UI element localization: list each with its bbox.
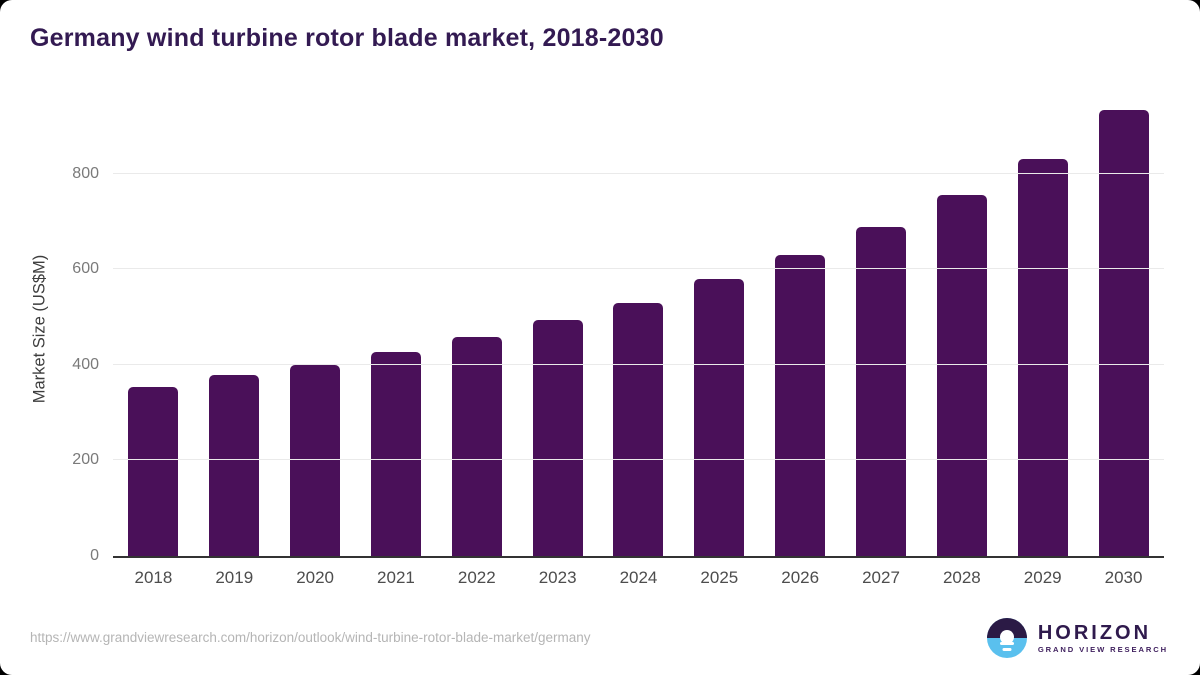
y-tick-label: 800 (72, 164, 99, 182)
bar-2018 (128, 387, 179, 556)
bar-2019 (209, 374, 260, 556)
bars-container (113, 100, 1164, 556)
horizon-logo: HORIZON GRAND VIEW RESEARCH (986, 618, 1168, 658)
bar-slot (356, 100, 437, 556)
chart-title: Germany wind turbine rotor blade market,… (30, 24, 664, 52)
bar-2024 (613, 302, 664, 556)
bar-slot (1002, 100, 1083, 556)
x-tick-label: 2030 (1104, 568, 1143, 587)
gridline (113, 459, 1164, 461)
bar-2022 (451, 337, 502, 556)
bar-2023 (532, 320, 583, 556)
x-tick-label: 2020 (296, 568, 335, 587)
bar-2030 (1098, 110, 1149, 556)
x-tick-label: 2029 (1023, 568, 1062, 587)
logo-text: HORIZON GRAND VIEW RESEARCH (1038, 623, 1168, 654)
bar-slot (921, 100, 1002, 556)
x-tick-label: 2021 (377, 568, 415, 587)
bar-slot (760, 100, 841, 556)
x-tick-label: 2018 (134, 568, 173, 587)
bar-slot (194, 100, 275, 556)
logo-icon-sky (986, 618, 1027, 638)
bar-slot (436, 100, 517, 556)
x-tick-label: 2028 (942, 568, 981, 587)
x-tick-label: 2027 (862, 568, 900, 587)
bar-2027 (856, 227, 907, 556)
bar-slot (517, 100, 598, 556)
gridline (113, 268, 1164, 270)
bar-2020 (290, 364, 341, 556)
bar-slot (275, 100, 356, 556)
bar-slot (679, 100, 760, 556)
bar-slot (841, 100, 922, 556)
bar-slot (1083, 100, 1164, 556)
x-tick-label: 2024 (619, 568, 658, 587)
bar-slot (113, 100, 194, 556)
horizon-sun-over-water-icon (986, 618, 1027, 658)
logo-icon-sun (999, 630, 1014, 644)
gridline (113, 172, 1164, 174)
logo-subtitle: GRAND VIEW RESEARCH (1037, 644, 1168, 654)
bar-2028 (936, 195, 987, 556)
y-tick-label: 400 (72, 355, 99, 373)
logo-icon-ripple (1002, 647, 1012, 651)
x-tick-label: 2023 (538, 568, 577, 587)
x-tick-label: 2026 (781, 568, 820, 587)
x-tick-label: 2019 (215, 568, 254, 587)
gridline (113, 363, 1164, 365)
x-tick-label: 2022 (457, 568, 496, 587)
plot-area: 2018 2019 2020 2021 2022 2023 2024 2025 2026 2027… (72, 100, 1164, 587)
logo-icon-ripple (999, 642, 1014, 645)
logo-name: HORIZON (1037, 621, 1152, 644)
y-tick-label: 0 (90, 547, 99, 564)
source-url: https://www.grandviewresearch.com/horizo… (30, 630, 591, 645)
x-axis-labels: 2018 2019 2020 2021 2022 2023 2024 2025 2026 2027… (113, 556, 1164, 588)
y-axis-title: Market Size (US$M) (30, 254, 49, 404)
bar-2021 (370, 352, 421, 556)
bar-slot (598, 100, 679, 556)
y-tick-label: 600 (72, 260, 99, 278)
x-tick-label: 2025 (700, 568, 739, 587)
bar-2026 (775, 254, 826, 556)
bar-2029 (1017, 159, 1068, 556)
bar-2025 (694, 278, 745, 556)
y-tick-label: 200 (72, 451, 99, 469)
